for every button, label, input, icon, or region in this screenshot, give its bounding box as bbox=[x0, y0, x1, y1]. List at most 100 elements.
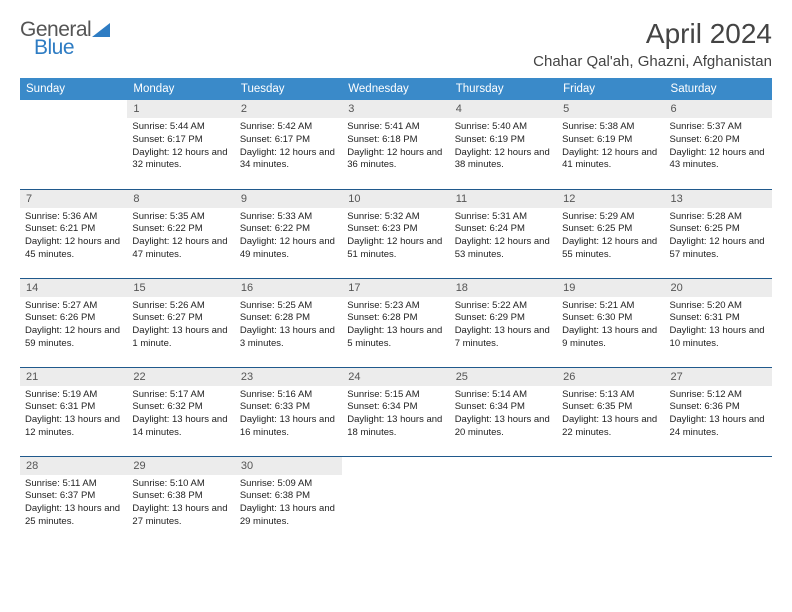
location-text: Chahar Qal'ah, Ghazni, Afghanistan bbox=[533, 53, 772, 70]
calendar-cell: 22Sunrise: 5:17 AMSunset: 6:32 PMDayligh… bbox=[127, 367, 234, 456]
day-details: Sunrise: 5:29 AMSunset: 6:25 PMDaylight:… bbox=[557, 208, 664, 265]
day-number: 23 bbox=[235, 368, 342, 386]
day-number: 27 bbox=[665, 368, 772, 386]
day-details: Sunrise: 5:31 AMSunset: 6:24 PMDaylight:… bbox=[450, 208, 557, 265]
day-details: Sunrise: 5:13 AMSunset: 6:35 PMDaylight:… bbox=[557, 386, 664, 443]
month-title: April 2024 bbox=[533, 18, 772, 50]
day-number: 25 bbox=[450, 368, 557, 386]
header: General Blue April 2024 Chahar Qal'ah, G… bbox=[20, 18, 772, 70]
day-details: Sunrise: 5:12 AMSunset: 6:36 PMDaylight:… bbox=[665, 386, 772, 443]
day-number: 8 bbox=[127, 190, 234, 208]
day-number: 6 bbox=[665, 100, 772, 118]
day-number: 29 bbox=[127, 457, 234, 475]
calendar-row: 28Sunrise: 5:11 AMSunset: 6:37 PMDayligh… bbox=[20, 456, 772, 545]
calendar-cell-empty bbox=[557, 456, 664, 545]
day-number: 12 bbox=[557, 190, 664, 208]
weekday-header: Friday bbox=[557, 78, 664, 100]
calendar-cell: 5Sunrise: 5:38 AMSunset: 6:19 PMDaylight… bbox=[557, 100, 664, 189]
calendar-cell: 6Sunrise: 5:37 AMSunset: 6:20 PMDaylight… bbox=[665, 100, 772, 189]
day-details: Sunrise: 5:36 AMSunset: 6:21 PMDaylight:… bbox=[20, 208, 127, 265]
weekday-header: Tuesday bbox=[235, 78, 342, 100]
calendar-cell: 25Sunrise: 5:14 AMSunset: 6:34 PMDayligh… bbox=[450, 367, 557, 456]
calendar-cell: 15Sunrise: 5:26 AMSunset: 6:27 PMDayligh… bbox=[127, 278, 234, 367]
day-details: Sunrise: 5:22 AMSunset: 6:29 PMDaylight:… bbox=[450, 297, 557, 354]
day-number: 14 bbox=[20, 279, 127, 297]
day-number: 3 bbox=[342, 100, 449, 118]
calendar-row: 21Sunrise: 5:19 AMSunset: 6:31 PMDayligh… bbox=[20, 367, 772, 456]
calendar-cell-empty bbox=[342, 456, 449, 545]
calendar-cell: 8Sunrise: 5:35 AMSunset: 6:22 PMDaylight… bbox=[127, 189, 234, 278]
day-number: 7 bbox=[20, 190, 127, 208]
calendar-cell: 18Sunrise: 5:22 AMSunset: 6:29 PMDayligh… bbox=[450, 278, 557, 367]
calendar-cell: 27Sunrise: 5:12 AMSunset: 6:36 PMDayligh… bbox=[665, 367, 772, 456]
title-block: April 2024 Chahar Qal'ah, Ghazni, Afghan… bbox=[533, 18, 772, 70]
calendar-cell-empty bbox=[665, 456, 772, 545]
calendar-cell: 24Sunrise: 5:15 AMSunset: 6:34 PMDayligh… bbox=[342, 367, 449, 456]
weekday-header: Wednesday bbox=[342, 78, 449, 100]
day-number: 10 bbox=[342, 190, 449, 208]
weekday-header: Monday bbox=[127, 78, 234, 100]
calendar-cell: 7Sunrise: 5:36 AMSunset: 6:21 PMDaylight… bbox=[20, 189, 127, 278]
day-details: Sunrise: 5:32 AMSunset: 6:23 PMDaylight:… bbox=[342, 208, 449, 265]
day-details: Sunrise: 5:16 AMSunset: 6:33 PMDaylight:… bbox=[235, 386, 342, 443]
calendar-cell: 19Sunrise: 5:21 AMSunset: 6:30 PMDayligh… bbox=[557, 278, 664, 367]
calendar-cell: 2Sunrise: 5:42 AMSunset: 6:17 PMDaylight… bbox=[235, 100, 342, 189]
day-details: Sunrise: 5:28 AMSunset: 6:25 PMDaylight:… bbox=[665, 208, 772, 265]
day-details: Sunrise: 5:11 AMSunset: 6:37 PMDaylight:… bbox=[20, 475, 127, 532]
day-details: Sunrise: 5:44 AMSunset: 6:17 PMDaylight:… bbox=[127, 118, 234, 175]
day-details: Sunrise: 5:14 AMSunset: 6:34 PMDaylight:… bbox=[450, 386, 557, 443]
day-number: 20 bbox=[665, 279, 772, 297]
day-details: Sunrise: 5:35 AMSunset: 6:22 PMDaylight:… bbox=[127, 208, 234, 265]
day-number: 9 bbox=[235, 190, 342, 208]
day-details: Sunrise: 5:09 AMSunset: 6:38 PMDaylight:… bbox=[235, 475, 342, 532]
day-number: 28 bbox=[20, 457, 127, 475]
day-number: 24 bbox=[342, 368, 449, 386]
calendar-cell: 20Sunrise: 5:20 AMSunset: 6:31 PMDayligh… bbox=[665, 278, 772, 367]
weekday-header: Saturday bbox=[665, 78, 772, 100]
day-number: 16 bbox=[235, 279, 342, 297]
day-details: Sunrise: 5:41 AMSunset: 6:18 PMDaylight:… bbox=[342, 118, 449, 175]
day-details: Sunrise: 5:20 AMSunset: 6:31 PMDaylight:… bbox=[665, 297, 772, 354]
calendar-row: 14Sunrise: 5:27 AMSunset: 6:26 PMDayligh… bbox=[20, 278, 772, 367]
day-details: Sunrise: 5:37 AMSunset: 6:20 PMDaylight:… bbox=[665, 118, 772, 175]
calendar-cell: 3Sunrise: 5:41 AMSunset: 6:18 PMDaylight… bbox=[342, 100, 449, 189]
day-number: 26 bbox=[557, 368, 664, 386]
calendar-cell-empty bbox=[450, 456, 557, 545]
calendar-cell: 11Sunrise: 5:31 AMSunset: 6:24 PMDayligh… bbox=[450, 189, 557, 278]
day-number: 5 bbox=[557, 100, 664, 118]
day-details: Sunrise: 5:23 AMSunset: 6:28 PMDaylight:… bbox=[342, 297, 449, 354]
day-details: Sunrise: 5:25 AMSunset: 6:28 PMDaylight:… bbox=[235, 297, 342, 354]
day-number: 4 bbox=[450, 100, 557, 118]
brand-triangle-icon bbox=[92, 23, 110, 37]
weekday-header: Sunday bbox=[20, 78, 127, 100]
day-details: Sunrise: 5:38 AMSunset: 6:19 PMDaylight:… bbox=[557, 118, 664, 175]
day-details: Sunrise: 5:33 AMSunset: 6:22 PMDaylight:… bbox=[235, 208, 342, 265]
day-details: Sunrise: 5:15 AMSunset: 6:34 PMDaylight:… bbox=[342, 386, 449, 443]
calendar-row: 7Sunrise: 5:36 AMSunset: 6:21 PMDaylight… bbox=[20, 189, 772, 278]
brand-logo: General Blue bbox=[20, 18, 110, 42]
day-number: 19 bbox=[557, 279, 664, 297]
day-number: 11 bbox=[450, 190, 557, 208]
calendar-cell: 30Sunrise: 5:09 AMSunset: 6:38 PMDayligh… bbox=[235, 456, 342, 545]
day-number: 21 bbox=[20, 368, 127, 386]
day-number: 2 bbox=[235, 100, 342, 118]
brand-text-part2: Blue bbox=[34, 36, 74, 59]
calendar-cell: 28Sunrise: 5:11 AMSunset: 6:37 PMDayligh… bbox=[20, 456, 127, 545]
calendar-cell: 14Sunrise: 5:27 AMSunset: 6:26 PMDayligh… bbox=[20, 278, 127, 367]
calendar-cell-empty bbox=[20, 100, 127, 189]
calendar-cell: 16Sunrise: 5:25 AMSunset: 6:28 PMDayligh… bbox=[235, 278, 342, 367]
weekday-header: Thursday bbox=[450, 78, 557, 100]
calendar-row: 1Sunrise: 5:44 AMSunset: 6:17 PMDaylight… bbox=[20, 100, 772, 189]
day-number: 13 bbox=[665, 190, 772, 208]
calendar-cell: 23Sunrise: 5:16 AMSunset: 6:33 PMDayligh… bbox=[235, 367, 342, 456]
calendar-cell: 13Sunrise: 5:28 AMSunset: 6:25 PMDayligh… bbox=[665, 189, 772, 278]
day-details: Sunrise: 5:26 AMSunset: 6:27 PMDaylight:… bbox=[127, 297, 234, 354]
calendar-cell: 17Sunrise: 5:23 AMSunset: 6:28 PMDayligh… bbox=[342, 278, 449, 367]
calendar-head: SundayMondayTuesdayWednesdayThursdayFrid… bbox=[20, 78, 772, 100]
calendar-cell: 12Sunrise: 5:29 AMSunset: 6:25 PMDayligh… bbox=[557, 189, 664, 278]
day-number: 1 bbox=[127, 100, 234, 118]
day-number: 18 bbox=[450, 279, 557, 297]
day-number: 17 bbox=[342, 279, 449, 297]
calendar-cell: 4Sunrise: 5:40 AMSunset: 6:19 PMDaylight… bbox=[450, 100, 557, 189]
day-details: Sunrise: 5:42 AMSunset: 6:17 PMDaylight:… bbox=[235, 118, 342, 175]
